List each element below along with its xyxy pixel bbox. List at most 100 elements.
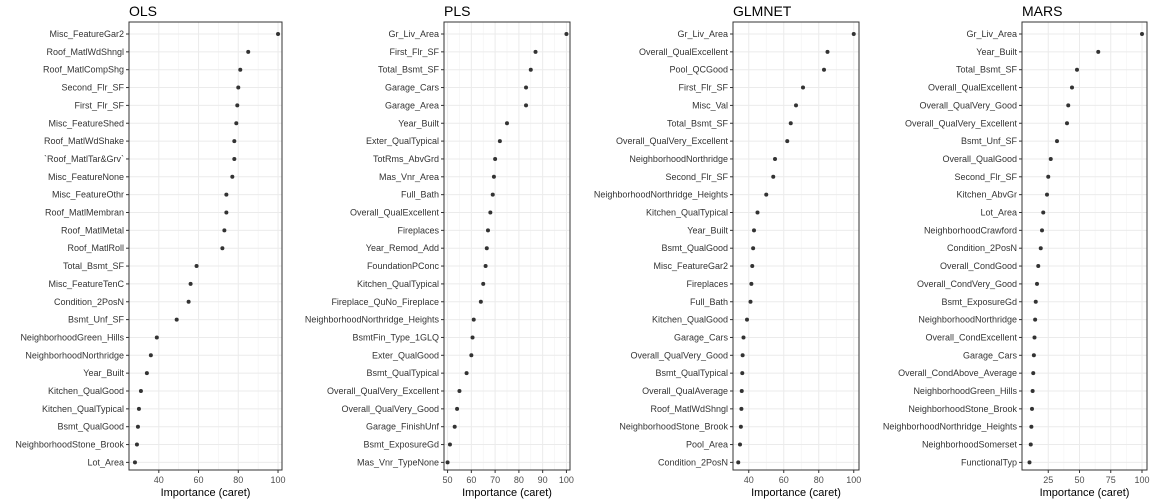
category-label: Exter_QualTypical <box>366 136 439 146</box>
data-point <box>771 174 776 179</box>
panel-title: PLS <box>444 3 470 19</box>
category-label: Kitchen_QualGood <box>48 386 124 396</box>
data-point <box>788 121 793 126</box>
category-label: BsmtFin_Type_1GLQ <box>352 332 439 342</box>
category-label: Roof_MatlMembran <box>45 208 124 218</box>
data-point <box>497 139 502 144</box>
category-label: Roof_MatlRoll <box>67 243 124 253</box>
data-point <box>1096 49 1101 54</box>
x-tick-label: 70 <box>490 475 500 485</box>
x-axis-title: Importance (caret) <box>462 487 552 499</box>
category-label: NeighborhoodSomerset <box>922 440 1018 450</box>
data-point <box>1055 139 1059 144</box>
category-label: Bsmt_QualTypical <box>655 368 728 378</box>
data-point <box>154 335 159 340</box>
category-label: Pool_Area <box>686 440 728 450</box>
data-point <box>524 103 529 108</box>
category-label: Roof_MatlWdShngl <box>650 404 728 414</box>
data-point <box>134 442 139 447</box>
data-point <box>174 317 179 322</box>
panel-pls: PLS Gr_Liv_Area First_Flr_SF Total_Bsmt_SF G… <box>305 3 574 499</box>
category-label: Overall_QualVery_Good <box>630 350 728 360</box>
category-label: Total_Bsmt_SF <box>956 65 1018 75</box>
data-point <box>452 424 457 429</box>
category-label: Garage_Cars <box>963 350 1018 360</box>
data-point <box>533 49 538 54</box>
category-label: Condition_2PosN <box>658 457 728 467</box>
data-point <box>1031 353 1036 358</box>
category-label: Roof_MatlWdShngl <box>46 47 124 57</box>
x-tick-label: 80 <box>814 475 824 485</box>
category-label: Pool_QCGood <box>669 65 728 75</box>
category-label: Kitchen_QualTypical <box>646 208 728 218</box>
category-label: Garage_FinishUnf <box>366 422 440 432</box>
x-tick-label: 100 <box>846 475 861 485</box>
data-point <box>188 281 193 286</box>
category-label: Year_Remod_Add <box>366 243 439 253</box>
category-label: NeighborhoodStone_Brook <box>15 440 124 450</box>
data-point <box>738 442 742 447</box>
data-point <box>484 246 489 251</box>
data-point <box>220 246 225 251</box>
data-point <box>825 49 830 54</box>
data-point <box>230 174 235 179</box>
x-axis-title: Importance (caret) <box>751 487 841 499</box>
data-point <box>524 85 529 90</box>
category-label: Overall_QualVery_Excellent <box>327 386 440 396</box>
data-point <box>1070 85 1074 90</box>
category-label: Bsmt_Unf_SF <box>961 136 1018 146</box>
data-point <box>488 210 493 215</box>
category-label: Lot_Area <box>980 208 1017 218</box>
panel-border <box>732 21 860 471</box>
data-point <box>738 424 743 429</box>
category-label: Bsmt_QualGood <box>57 422 124 432</box>
category-label: Fireplaces <box>686 279 728 289</box>
category-label: Gr_Liv_Area <box>677 29 728 39</box>
x-tick-label: 60 <box>194 475 204 485</box>
category-label: Fireplaces <box>397 225 439 235</box>
category-label: Misc_FeatureShed <box>48 118 124 128</box>
data-point <box>457 389 462 393</box>
panel-border <box>443 21 571 471</box>
x-axis-title: Importance (caret) <box>161 487 251 499</box>
panel-title: GLMNET <box>733 3 792 19</box>
x-tick-label: 100 <box>1134 475 1149 485</box>
category-label: Misc_FeatureNone <box>48 172 124 182</box>
category-label: Overall_QualVery_Good <box>341 404 439 414</box>
category-label: Exter_QualGood <box>372 350 439 360</box>
data-point <box>136 406 141 411</box>
category-label: FoundationPConc <box>367 261 440 271</box>
data-point <box>1065 121 1069 126</box>
category-label: Overall_QualVery_Good <box>919 100 1017 110</box>
data-point <box>1066 103 1071 108</box>
panel-title: OLS <box>129 3 157 19</box>
category-label: NeighborhoodNorthridge <box>918 315 1017 325</box>
data-point <box>246 49 251 54</box>
data-point <box>1075 67 1079 72</box>
category-label: Overall_QualGood <box>942 154 1017 164</box>
data-point <box>194 264 199 269</box>
data-point <box>232 156 237 161</box>
data-point <box>1046 174 1051 179</box>
data-point <box>222 228 227 233</box>
data-point <box>238 67 243 72</box>
category-label: Year_Built <box>976 47 1017 57</box>
data-point <box>469 353 474 358</box>
category-label: NeighborhoodNorthridge <box>629 154 728 164</box>
data-point <box>1031 371 1036 376</box>
category-label: Misc_FeatureGar2 <box>49 29 124 39</box>
category-label: Overall_CondVery_Good <box>917 279 1017 289</box>
x-tick-label: 80 <box>233 475 243 485</box>
category-label: NeighborhoodCrawford <box>924 225 1017 235</box>
category-label: Lot_Area <box>87 457 124 467</box>
category-label: Overall_QualVery_Excellent <box>616 136 729 146</box>
panel-border <box>128 21 283 471</box>
category-label: Full_Bath <box>690 297 728 307</box>
data-point <box>505 121 509 126</box>
data-point <box>138 389 143 393</box>
data-point <box>234 121 239 126</box>
category-label: Bsmt_ExposureGd <box>363 440 439 450</box>
data-point <box>490 192 495 197</box>
data-point <box>1140 32 1144 36</box>
x-tick-label: 75 <box>1106 475 1116 485</box>
